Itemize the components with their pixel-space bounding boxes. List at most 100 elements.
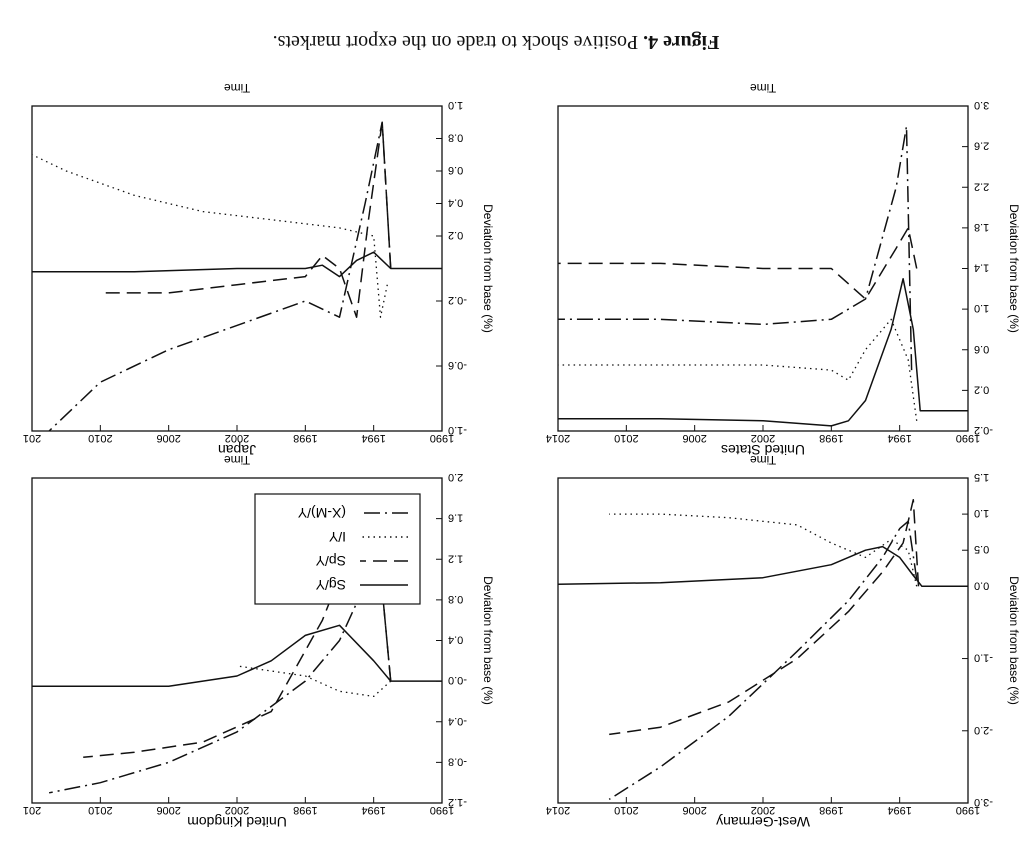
y-tick-label: 0.4 (448, 634, 463, 646)
y-axis-label: Deviation from base (%) (481, 576, 495, 705)
y-tick-label: -3.0 (974, 796, 993, 808)
y-tick-label: -0.4 (448, 715, 467, 727)
chart-west-germany: West-Germany 1990 1994 1998 2002 2006 2010 2014… (546, 453, 1021, 830)
series-line-i-y (609, 513, 918, 587)
y-tick-label: -1.0 (448, 424, 467, 436)
chart-united-states: United States 1990 1994 1998 2002 2006 2010 201… (546, 81, 1021, 458)
x-tick-label: 2002 (225, 804, 249, 816)
y-tick-label: -0.6 (448, 359, 467, 371)
x-tick-label: 2002 (225, 432, 249, 444)
series-line-sg-y (32, 624, 442, 687)
caption-text: Positive shock to trade on the export ma… (272, 31, 639, 53)
x-tick-label: 1990 (430, 432, 454, 444)
y-tick-label: 0.4 (448, 197, 463, 209)
y-tick-label: 0.6 (974, 343, 989, 355)
y-axis-label: Deviation from base (%) (1007, 576, 1021, 705)
figure-caption: Figure 4. Positive shock to trade on the… (26, 30, 966, 53)
y-tick-label: 2.2 (974, 180, 989, 192)
x-tick-label: 1990 (956, 804, 980, 816)
chart-title: Japan (218, 442, 256, 458)
x-tick-label: 1990 (956, 432, 980, 444)
series-line-sp-y (100, 121, 392, 318)
x-axis-label: Time (750, 81, 777, 95)
x-tick-label: 1998 (819, 804, 843, 816)
x-tick-label: 1994 (887, 804, 911, 816)
chart-united-kingdom: United Kingdom 1990 1994 1998 2002 2006 2010 20… (23, 453, 495, 830)
legend-label: Sg/Y (315, 577, 346, 593)
y-tick-label: 1.8 (974, 221, 989, 233)
series-line-sp-y (558, 227, 918, 300)
y-tick-label: 1.5 (974, 471, 989, 483)
x-tick-label: 1998 (819, 432, 843, 444)
y-tick-label: 0.2 (974, 383, 989, 395)
caption-label: Figure 4. (643, 31, 720, 53)
y-axis-label: Deviation from base (%) (1007, 204, 1021, 333)
y-tick-label: 2.6 (974, 140, 989, 152)
x-tick-label: 2010 (88, 804, 112, 816)
x-tick-label: 201 (23, 804, 41, 816)
x-tick-label: 1998 (293, 804, 317, 816)
series-line-i-y (558, 318, 918, 421)
series-line-i-y (31, 154, 388, 318)
y-tick-label: 0.6 (448, 164, 463, 176)
chart-title: West-Germany (716, 814, 810, 830)
series-line-x-m-y (48, 583, 392, 794)
x-axis-label: Time (224, 81, 251, 95)
series-line-sg-y (558, 277, 968, 427)
y-tick-label: -1.2 (448, 796, 467, 808)
x-tick-label: 2006 (156, 432, 180, 444)
y-tick-label: 1.0 (448, 99, 463, 111)
y-tick-label: 1.4 (974, 262, 989, 274)
y-tick-label: 2.0 (448, 471, 463, 483)
y-tick-label: -1.0 (974, 652, 993, 664)
chart-legend: Sg/Y Sp/Y I/Y (X-M)/Y (254, 493, 421, 605)
x-tick-label: 2006 (682, 804, 706, 816)
series-line-x-m-y (608, 520, 918, 801)
y-tick-label: -2.0 (974, 724, 993, 736)
series-line-sp-y (609, 498, 920, 736)
x-tick-label: 2014 (546, 804, 570, 816)
series-line-x-m-y (48, 121, 392, 432)
y-tick-label: 0.8 (448, 593, 463, 605)
y-tick-label: -0.0 (448, 674, 467, 686)
legend-label: I/Y (328, 529, 346, 545)
x-tick-label: 201 (23, 432, 41, 444)
y-axis-label: Deviation from base (%) (481, 204, 495, 333)
y-tick-label: 0.5 (974, 543, 989, 555)
x-tick-label: 2010 (614, 432, 638, 444)
chart-title: United Kingdom (187, 814, 287, 830)
x-axis-label: Time (224, 453, 251, 467)
y-tick-label: 0.2 (448, 229, 463, 241)
x-tick-label: 1994 (887, 432, 911, 444)
y-tick-label: 1.2 (448, 552, 463, 564)
x-tick-label: 1994 (361, 804, 385, 816)
series-line-sg-y (32, 251, 442, 278)
y-tick-label: 0.8 (448, 132, 463, 144)
legend-label: (X-M)/Y (297, 505, 346, 521)
series-line-sg-y (557, 545, 968, 588)
x-tick-label: 2010 (614, 804, 638, 816)
chart-title: United States (721, 442, 805, 458)
y-tick-label: -0.8 (448, 755, 467, 767)
chart-japan: Japan 1990 1994 1998 2002 2006 2010 201 -1.0 -0.6… (23, 81, 495, 458)
y-tick-label: -0.2 (448, 294, 467, 306)
x-tick-label: 2006 (682, 432, 706, 444)
x-tick-label: 2014 (546, 432, 570, 444)
x-tick-label: 1998 (293, 432, 317, 444)
x-tick-label: 1990 (430, 804, 454, 816)
y-tick-label: -0.2 (974, 424, 993, 436)
legend-label: Sp/Y (315, 553, 346, 569)
x-tick-label: 2002 (751, 432, 775, 444)
y-tick-label: 1.0 (974, 507, 989, 519)
series-line-x-m-y (558, 125, 913, 371)
x-tick-label: 2002 (751, 804, 775, 816)
x-axis-label: Time (750, 453, 777, 467)
y-tick-label: 3.0 (974, 99, 989, 111)
y-tick-label: 1.6 (448, 512, 463, 524)
y-tick-label: 0.0 (974, 579, 989, 591)
x-tick-label: 1994 (361, 432, 385, 444)
x-tick-label: 2006 (156, 804, 180, 816)
x-tick-label: 2010 (88, 432, 112, 444)
y-tick-label: 1.0 (974, 302, 989, 314)
